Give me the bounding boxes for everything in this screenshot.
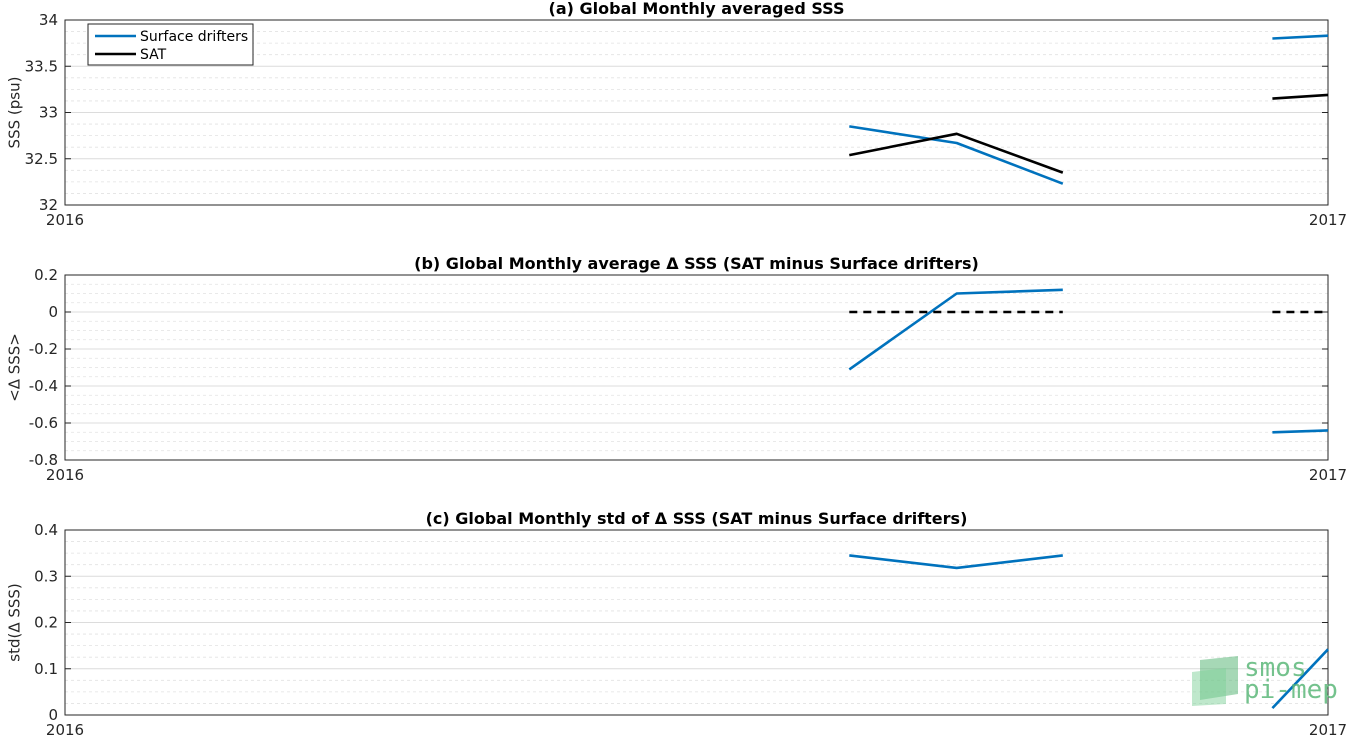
logo-wave-icon bbox=[1192, 668, 1226, 706]
x-tick-label: 2017 bbox=[1309, 466, 1347, 484]
logo-text: smos bbox=[1244, 653, 1307, 683]
series-line-sat bbox=[1272, 93, 1329, 100]
legend: Surface drifters SAT bbox=[87, 23, 254, 66]
legend-label: Surface drifters bbox=[140, 29, 248, 45]
chart-panel-3: 0 0.1 0.2 0.3 0.4 2016 2017 (c) Global Monthly … bbox=[5, 509, 1347, 736]
series-line-delta-0 bbox=[1271, 648, 1329, 709]
legend-box bbox=[87, 23, 254, 66]
series-line-delta-0 bbox=[1272, 429, 1329, 434]
axes-box bbox=[64, 529, 1329, 716]
y-tick-label: 33.5 bbox=[25, 57, 58, 75]
chart-title: (c) Global Monthly std of Δ SSS (SAT min… bbox=[426, 509, 968, 528]
x-tick-label: 2017 bbox=[1309, 211, 1347, 229]
y-tick-label: 32 bbox=[39, 196, 58, 214]
y-tick-label: 0.2 bbox=[34, 266, 58, 284]
y-axis-label: std(Δ SSS) bbox=[5, 583, 23, 662]
legend-label: SAT bbox=[140, 47, 167, 63]
y-tick-label: -0.4 bbox=[29, 377, 58, 395]
x-tick-label: 2016 bbox=[46, 721, 84, 736]
y-axis-label: SSS (psu) bbox=[5, 77, 23, 149]
y-tick-label: 33 bbox=[39, 104, 58, 122]
y-tick-label: 32.5 bbox=[25, 150, 58, 168]
series-line-surface-drifters bbox=[1272, 34, 1329, 40]
x-tick-label: 2016 bbox=[46, 211, 84, 229]
series-line-surface-drifters bbox=[849, 125, 1064, 185]
y-tick-label: -0.6 bbox=[29, 414, 58, 432]
axes-box bbox=[64, 274, 1329, 461]
chart-panel-1: 32 32.5 33 33.5 34 2016 2017 (a) Global Monthly… bbox=[5, 0, 1347, 229]
y-tick-label: 0.1 bbox=[34, 660, 58, 678]
y-axis-label: <Δ SSS> bbox=[5, 333, 23, 402]
y-tick-label: 0.4 bbox=[34, 521, 58, 539]
y-tick-label: 0 bbox=[48, 303, 58, 321]
y-tick-label: -0.8 bbox=[29, 451, 58, 469]
y-tick-label: 0.3 bbox=[34, 567, 58, 585]
x-tick-label: 2016 bbox=[46, 466, 84, 484]
chart-title: (b) Global Monthly average Δ SSS (SAT mi… bbox=[414, 254, 979, 273]
series-line-sat bbox=[849, 132, 1064, 174]
y-tick-label: 0 bbox=[48, 706, 58, 724]
y-tick-label: 0.2 bbox=[34, 614, 58, 632]
chart-title: (a) Global Monthly averaged SSS bbox=[549, 0, 845, 18]
x-tick-label: 2017 bbox=[1309, 721, 1347, 736]
logo-text: pi-mep bbox=[1244, 675, 1338, 705]
y-tick-label: -0.2 bbox=[29, 340, 58, 358]
chart-panel-2: -0.8 -0.6 -0.4 -0.2 0 0.2 2016 2017 (b) Global M… bbox=[5, 254, 1347, 484]
series-line-delta-0 bbox=[849, 554, 1063, 570]
y-tick-label: 34 bbox=[39, 11, 58, 29]
series-line-delta-0 bbox=[848, 288, 1063, 371]
axes-box bbox=[64, 19, 1329, 206]
